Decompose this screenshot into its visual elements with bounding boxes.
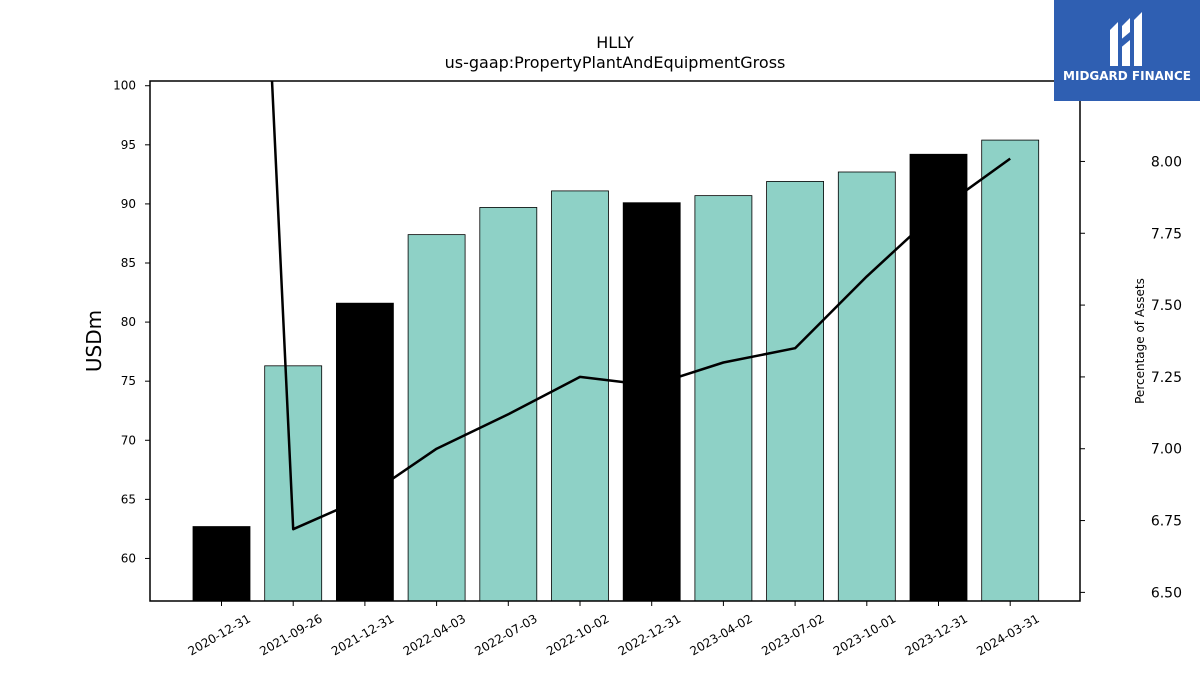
chart-subtitle: us-gaap:PropertyPlantAndEquipmentGross	[445, 53, 786, 72]
x-tick-label: 2022-04-03	[401, 611, 468, 658]
y-axis: 60 65 70 75 80 85 90 95 100	[113, 79, 150, 565]
y-tick-label: 90	[121, 197, 136, 211]
x-tick-label: 2021-09-26	[257, 611, 324, 658]
y2-tick-label: 8.00	[1151, 154, 1182, 170]
plot-frame	[149, 80, 1081, 602]
y-tick-label: 75	[121, 374, 136, 388]
y2-axis: 6.50 6.75 7.00 7.25 7.50 7.75 8.00	[1080, 154, 1182, 601]
x-tick-label: 2023-07-02	[759, 611, 826, 658]
x-tick-label: 2024-03-31	[974, 611, 1041, 658]
brand-logo: MIDGARD FINANCE	[1054, 0, 1200, 101]
bar-2022-04-03	[407, 234, 466, 602]
bar-2022-10-02	[551, 190, 609, 602]
y2-axis-label: Percentage of Assets	[1133, 278, 1147, 404]
percentage-line	[270, 81, 1011, 531]
y-tick-label: 70	[121, 433, 136, 447]
y2-tick-label: 6.75	[1151, 514, 1182, 530]
y-tick-label: 95	[121, 138, 136, 152]
y-axis-label: USDm	[82, 310, 106, 372]
y2-tick-label: 7.00	[1151, 442, 1182, 458]
bar-2021-12-31	[335, 302, 394, 602]
x-tick-label: 2022-07-03	[472, 611, 539, 658]
bar-2023-04-02	[694, 195, 753, 602]
y-tick-label: 60	[121, 551, 136, 565]
y-tick-label: 80	[121, 315, 136, 329]
y2-tick-label: 7.50	[1151, 298, 1182, 314]
bar-2022-12-31	[622, 202, 681, 602]
x-tick-label: 2023-12-31	[903, 611, 970, 658]
logo-mark-icon	[1110, 12, 1142, 66]
y-tick-label: 85	[121, 256, 136, 270]
logo-text: MIDGARD FINANCE	[1063, 69, 1191, 83]
x-tick-label: 2023-04-02	[687, 611, 754, 658]
bar-2024-03-31	[981, 139, 1040, 602]
y-tick-label: 100	[113, 79, 136, 93]
x-tick-label: 2021-12-31	[329, 611, 396, 658]
y2-tick-label: 7.25	[1151, 370, 1182, 386]
chart-title: HLLY	[596, 33, 634, 52]
bar-2020-12-31	[192, 526, 251, 602]
x-tick-label: 2022-10-02	[544, 611, 611, 658]
y-tick-label: 65	[121, 492, 136, 506]
x-tick-label: 2022-12-31	[616, 611, 683, 658]
bars-group	[192, 139, 1040, 602]
bar-2023-10-01	[837, 171, 896, 602]
bar-2021-09-26	[264, 365, 323, 602]
line-group	[270, 81, 1011, 531]
bar-2023-12-31	[909, 153, 968, 602]
y2-tick-label: 7.75	[1151, 226, 1182, 242]
x-tick-label: 2023-10-01	[831, 611, 898, 658]
bar-2023-07-02	[766, 181, 824, 602]
y2-tick-label: 6.50	[1151, 585, 1182, 601]
x-tick-label: 2020-12-31	[186, 611, 253, 658]
x-axis: 2020-12-31 2021-09-26 2021-12-31 2022-04-03…	[186, 601, 1042, 658]
